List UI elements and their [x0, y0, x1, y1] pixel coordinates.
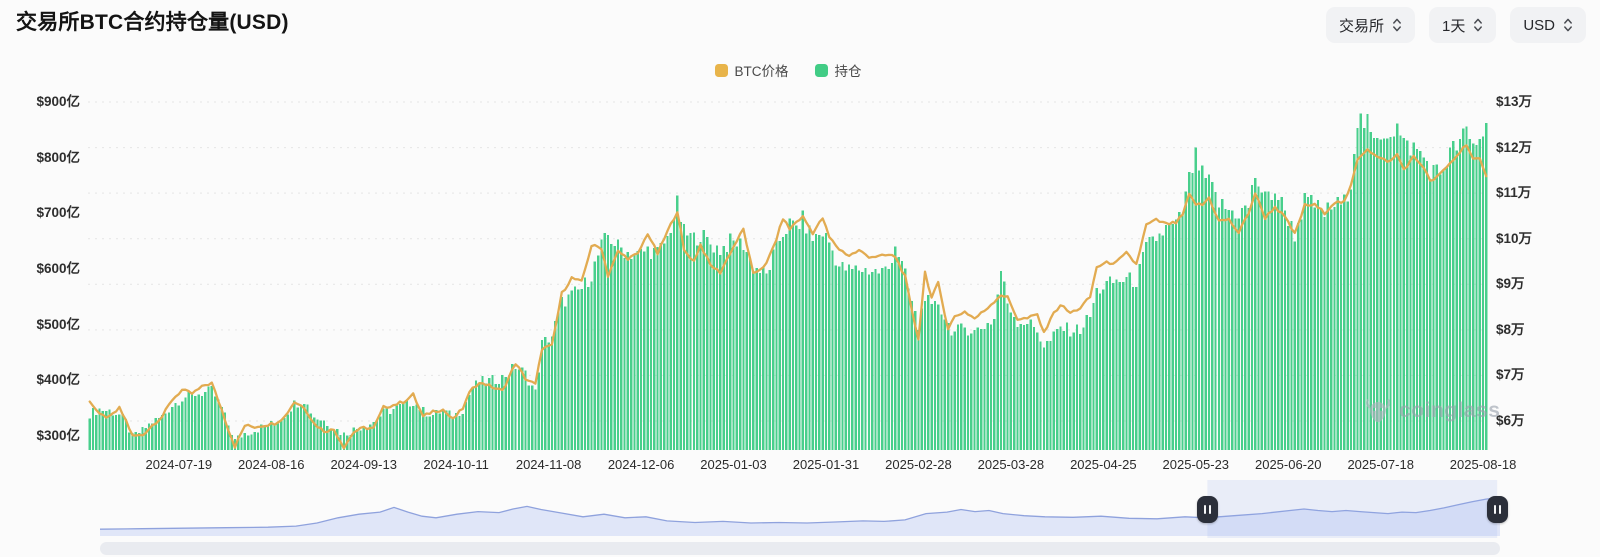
legend-item-btc-price[interactable]: BTC价格 — [714, 60, 789, 80]
chart-controls: 交易所 1天 USD — [1325, 7, 1586, 43]
left-axis-tick-label: $600亿 — [36, 261, 80, 276]
right-axis-tick-label: $7万 — [1496, 367, 1525, 383]
legend-item-open-interest[interactable]: 持仓 — [814, 60, 862, 80]
pause-icon — [1203, 504, 1211, 514]
interval-select[interactable]: 1天 — [1428, 7, 1497, 43]
x-axis-tick-label: 2024-09-13 — [330, 457, 397, 472]
right-axis-tick-label: $12万 — [1496, 139, 1533, 155]
legend-label-open-interest: 持仓 — [834, 64, 862, 79]
open-interest-swatch — [814, 63, 828, 77]
x-axis-tick-label: 2025-06-20 — [1254, 457, 1322, 472]
pause-bar — [1203, 504, 1206, 514]
left-axis-tick-label: $700亿 — [36, 205, 80, 221]
x-axis-tick-label: 2025-01-03 — [700, 457, 767, 472]
right-axis-tick-label: $8万 — [1496, 321, 1525, 337]
right-axis-tick-label: $10万 — [1496, 230, 1533, 246]
btc-price-swatch — [714, 63, 728, 77]
navigator-left-handle[interactable] — [1196, 495, 1218, 523]
left-axis-tick-label: $900亿 — [36, 94, 80, 109]
exchange-select[interactable]: 交易所 — [1325, 7, 1415, 43]
x-axis-tick-label: 2024-07-19 — [145, 457, 213, 472]
x-axis-tick-label: 2024-12-06 — [607, 457, 675, 472]
updown-chevron-icon — [1393, 18, 1401, 32]
right-axis-tick-label: $13万 — [1496, 94, 1533, 109]
left-axis-tick-label: $400亿 — [36, 372, 80, 388]
pause-bar — [1498, 504, 1501, 514]
x-axis-tick-label: 2024-10-11 — [423, 457, 489, 472]
x-axis-tick-label: 2025-02-28 — [885, 457, 952, 472]
page-title: 交易所BTC合约持仓量(USD) — [16, 11, 289, 34]
left-axis-tick-label: $800亿 — [36, 149, 80, 165]
right-axis-tick-label: $11万 — [1496, 185, 1532, 201]
plot-area[interactable] — [88, 95, 1488, 450]
left-axis-tick-label: $500亿 — [36, 316, 80, 332]
pause-bar — [1208, 504, 1211, 514]
pause-bar — [1493, 504, 1496, 514]
currency-select-label: USD — [1523, 16, 1555, 34]
interval-select-label: 1天 — [1441, 17, 1466, 35]
right-axis-tick-label: $9万 — [1496, 276, 1525, 292]
currency-select[interactable]: USD — [1510, 7, 1586, 43]
range-navigator[interactable] — [100, 480, 1500, 538]
navigator-right-handle[interactable] — [1486, 495, 1508, 523]
navigator-scrollbar-track[interactable] — [100, 542, 1500, 555]
right-axis-tick-label: $6万 — [1496, 412, 1525, 428]
left-axis-tick-label: $300亿 — [36, 428, 80, 443]
x-axis-tick-label: 2025-03-28 — [977, 457, 1045, 472]
exchange-select-label: 交易所 — [1338, 17, 1384, 35]
updown-chevron-icon — [1564, 18, 1572, 32]
legend: BTC价格 持仓 — [88, 60, 1488, 80]
x-axis-tick-label: 2025-08-18 — [1449, 457, 1517, 472]
x-axis-tick-label: 2025-01-31 — [792, 457, 860, 472]
updown-chevron-icon — [1474, 18, 1483, 32]
x-axis-tick-label: 2024-11-08 — [515, 457, 582, 472]
x-axis-tick-label: 2024-08-16 — [238, 457, 305, 472]
x-axis-tick-label: 2025-04-25 — [1070, 457, 1137, 472]
x-axis-tick-label: 2025-05-23 — [1162, 457, 1230, 472]
x-axis-tick-label: 2025-07-18 — [1347, 457, 1414, 472]
pause-icon — [1493, 504, 1501, 514]
legend-label-btc-price: BTC价格 — [734, 64, 789, 79]
